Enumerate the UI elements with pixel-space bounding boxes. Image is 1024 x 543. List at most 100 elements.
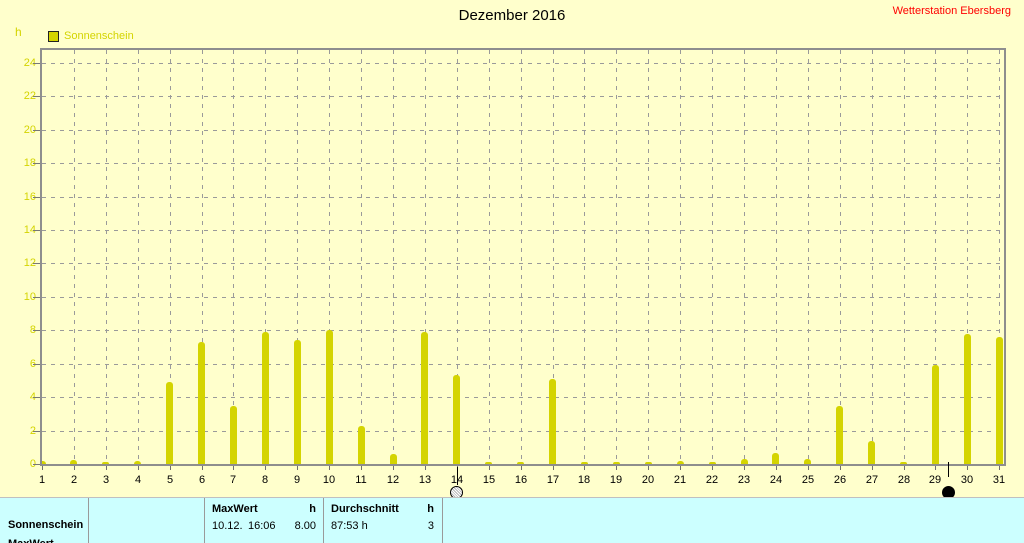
- x-axis-label-17: 17: [546, 474, 560, 486]
- bar-day-7: [229, 406, 237, 464]
- bar-day-28: [900, 462, 908, 464]
- y-axis-tick-2: [33, 431, 40, 432]
- x-axis-tick-23: [744, 466, 745, 470]
- table-separator: [323, 498, 324, 543]
- x-axis-tick-28: [904, 466, 905, 470]
- gridline-x-21: [680, 50, 681, 464]
- gridline-y-8: [42, 330, 1004, 332]
- y-axis-label-18: 18: [23, 157, 36, 169]
- durchschnitt-value: 3: [427, 520, 434, 532]
- maxwert-unit: h: [309, 503, 316, 515]
- bar-day-27: [868, 441, 876, 464]
- bar-day-23: [740, 459, 748, 464]
- gridline-x-3: [106, 50, 107, 464]
- x-axis-label-10: 10: [322, 474, 336, 486]
- station-label: Wetterstation Ebersberg: [892, 5, 1011, 17]
- x-axis-label-7: 7: [229, 474, 237, 486]
- x-axis-tick-15: [489, 466, 490, 470]
- x-axis-tick-31: [999, 466, 1000, 470]
- gridline-x-17: [553, 50, 554, 464]
- table-row-label: Sonnenschein: [8, 519, 84, 531]
- x-axis-label-4: 4: [134, 474, 142, 486]
- y-axis-tick-22: [33, 96, 40, 97]
- bar-day-15: [485, 462, 493, 464]
- x-axis-label-18: 18: [577, 474, 591, 486]
- gridline-x-9: [297, 50, 298, 464]
- gridline-x-24: [776, 50, 777, 464]
- x-axis-label-29: 29: [928, 474, 942, 486]
- gridline-y-22: [42, 96, 1004, 98]
- y-axis-label-6: 6: [0, 358, 36, 370]
- x-axis-tick-13: [425, 466, 426, 470]
- y-axis-label-10: 10: [23, 291, 36, 303]
- x-axis-tick-16: [521, 466, 522, 470]
- y-axis-label-2: 2: [0, 425, 36, 437]
- full-moon-tick: [457, 467, 458, 485]
- bar-day-8: [261, 332, 269, 464]
- y-axis-label-22: 22: [23, 90, 36, 102]
- gridline-x-6: [202, 50, 203, 464]
- y-axis-tick-10: [33, 297, 40, 298]
- x-axis-tick-11: [361, 466, 362, 470]
- x-axis-tick-4: [138, 466, 139, 470]
- gridline-x-12: [393, 50, 394, 464]
- y-axis-tick-0: [33, 464, 40, 465]
- y-axis-tick-16: [33, 197, 40, 198]
- gridline-x-15: [489, 50, 490, 464]
- gridline-x-26: [840, 50, 841, 464]
- gridline-x-4: [138, 50, 139, 464]
- x-axis-label-2: 2: [70, 474, 78, 486]
- gridline-x-23: [744, 50, 745, 464]
- gridline-x-30: [967, 50, 968, 464]
- gridline-y-24: [42, 62, 1004, 64]
- x-axis-label-1: 1: [38, 474, 46, 486]
- gridline-y-18: [42, 163, 1004, 165]
- plot-area: [40, 48, 1006, 466]
- x-axis-tick-9: [297, 466, 298, 470]
- gridline-x-28: [904, 50, 905, 464]
- table-separator: [88, 498, 89, 543]
- bar-day-18: [580, 462, 588, 464]
- x-axis-label-13: 13: [418, 474, 432, 486]
- bar-day-21: [676, 461, 684, 464]
- gridline-y-14: [42, 230, 1004, 232]
- x-axis-tick-17: [553, 466, 554, 470]
- gridline-y-16: [42, 196, 1004, 198]
- x-axis-label-26: 26: [833, 474, 847, 486]
- y-axis-tick-6: [33, 364, 40, 365]
- x-axis-tick-24: [776, 466, 777, 470]
- gridline-x-14: [457, 50, 458, 464]
- x-axis-tick-19: [616, 466, 617, 470]
- maxwert-time: 16:06: [248, 520, 276, 532]
- maxwert-value: 8.00: [294, 520, 316, 532]
- y-axis-tick-14: [33, 230, 40, 231]
- x-axis-tick-12: [393, 466, 394, 470]
- gridline-x-11: [361, 50, 362, 464]
- table-clipped-row-label: MaxWert: [8, 538, 54, 543]
- gridline-y-4: [42, 397, 1004, 399]
- x-axis-tick-3: [106, 466, 107, 470]
- x-axis-label-24: 24: [769, 474, 783, 486]
- y-axis-label-0: 0: [0, 458, 36, 470]
- x-axis-tick-20: [648, 466, 649, 470]
- x-axis-tick-18: [584, 466, 585, 470]
- y-axis-tick-18: [33, 163, 40, 164]
- legend: Sonnenschein: [48, 30, 134, 42]
- bar-day-11: [357, 426, 365, 464]
- x-axis-tick-2: [74, 466, 75, 470]
- bar-day-22: [708, 462, 716, 464]
- legend-swatch-icon: [48, 30, 59, 42]
- x-axis-label-23: 23: [737, 474, 751, 486]
- chart-title: Dezember 2016: [458, 7, 566, 24]
- gridline-x-16: [521, 50, 522, 464]
- x-axis-tick-30: [967, 466, 968, 470]
- bar-day-12: [389, 454, 397, 464]
- durchschnitt-unit: h: [427, 503, 434, 515]
- x-axis-tick-8: [265, 466, 266, 470]
- gridline-x-10: [329, 50, 330, 464]
- bar-day-19: [612, 462, 620, 464]
- gridline-x-8: [265, 50, 266, 464]
- bar-day-1: [42, 461, 46, 464]
- x-axis-label-21: 21: [673, 474, 687, 486]
- bar-day-20: [644, 462, 652, 464]
